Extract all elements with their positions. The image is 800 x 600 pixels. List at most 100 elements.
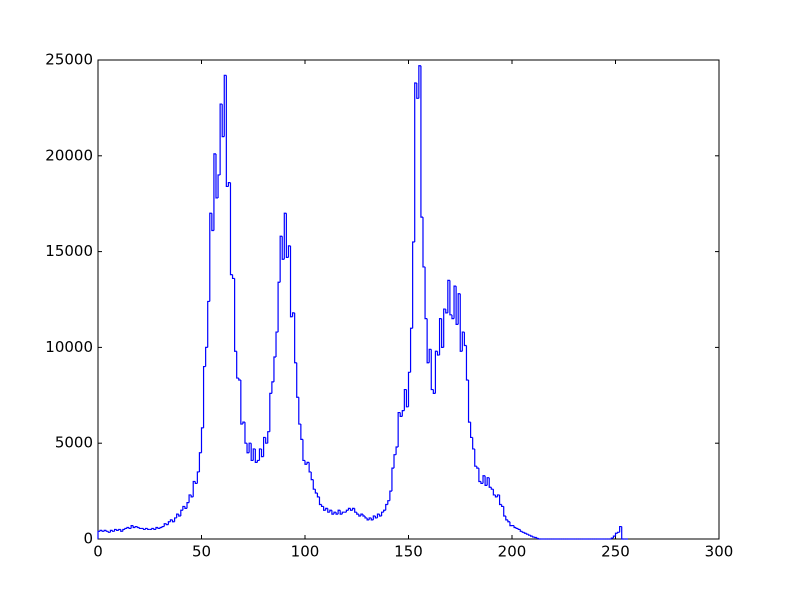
y-tick-label: 25000: [45, 51, 93, 69]
histogram-step: [294, 312, 297, 364]
histogram-step: [341, 511, 345, 515]
histogram-step: [285, 213, 289, 258]
histogram-step: [374, 516, 378, 519]
histogram-step: [306, 461, 310, 465]
histogram-step: [434, 350, 438, 394]
x-tick-label: 300: [705, 543, 734, 561]
histogram-step: [498, 494, 502, 506]
histogram-step: [428, 348, 432, 363]
histogram-step: [455, 286, 459, 326]
histogram-step: [616, 531, 620, 534]
y-tick-label: 0: [83, 530, 93, 548]
histogram-step: [366, 517, 370, 521]
histogram-step: [304, 460, 308, 465]
histogram-step: [157, 527, 161, 530]
histogram-step: [103, 529, 107, 532]
histogram-step: [347, 507, 351, 511]
histogram-step: [523, 532, 527, 534]
histogram-step: [287, 245, 291, 258]
histogram-step: [335, 512, 339, 515]
histogram-step: [244, 422, 248, 444]
histogram-step: [213, 153, 216, 231]
histogram-step: [352, 507, 355, 511]
histogram-step: [240, 379, 243, 425]
histogram-step: [223, 74, 227, 137]
histogram-step: [113, 528, 117, 532]
y-tick-label: 5000: [55, 434, 93, 452]
histogram-step: [169, 519, 173, 522]
histogram-step: [505, 516, 508, 521]
histogram-step: [217, 174, 221, 198]
histogram-step: [503, 506, 506, 517]
x-tick-label: 50: [192, 543, 211, 561]
histogram-step: [167, 521, 171, 525]
histogram-step: [314, 489, 318, 494]
histogram-step: [142, 528, 146, 531]
histogram-step: [465, 345, 469, 381]
histogram-step: [418, 65, 421, 99]
x-tick-label: 250: [601, 543, 630, 561]
histogram-step: [234, 278, 237, 352]
histogram-step: [122, 528, 125, 532]
histogram-step: [105, 530, 109, 532]
histogram-step: [364, 516, 368, 519]
histogram-step: [281, 236, 285, 260]
histogram-step: [436, 351, 440, 356]
histogram-step: [198, 452, 202, 472]
histogram-step: [380, 511, 384, 517]
histogram-step: [407, 371, 411, 407]
histogram-step: [271, 381, 274, 394]
histogram-step: [488, 477, 492, 488]
histogram-step: [320, 504, 324, 508]
histogram-step: [412, 241, 415, 329]
histogram-step: [254, 448, 258, 463]
histogram-step: [470, 422, 473, 439]
histogram-step: [192, 480, 196, 497]
histogram-step: [349, 508, 353, 511]
histogram-step: [492, 489, 496, 496]
histogram-step: [182, 505, 185, 511]
histogram-step: [202, 365, 206, 428]
histogram-step: [118, 528, 121, 531]
histogram-step: [325, 507, 328, 511]
histogram-step: [163, 523, 167, 527]
histogram-step: [256, 459, 260, 463]
histogram-step: [242, 421, 245, 425]
histogram-step: [165, 523, 169, 526]
histogram-step: [395, 446, 399, 455]
histogram-step: [399, 412, 403, 417]
histogram-step: [532, 536, 535, 538]
histogram-step: [153, 528, 156, 531]
histogram-step: [132, 525, 136, 529]
histogram-step: [155, 526, 159, 530]
histogram-step: [327, 508, 330, 513]
histogram-step: [525, 533, 529, 535]
histogram-step: [109, 529, 113, 533]
histogram-step: [231, 274, 235, 280]
histogram-step: [389, 490, 392, 501]
histogram-step: [459, 293, 463, 352]
histogram-step: [416, 82, 419, 99]
histogram-step: [430, 349, 434, 391]
histogram-step: [422, 217, 426, 268]
histogram-step: [494, 494, 498, 498]
x-tick-label: 150: [394, 543, 423, 561]
histogram-step: [441, 318, 444, 348]
histogram-step: [296, 362, 299, 398]
histogram-step: [453, 285, 457, 319]
histogram-step: [302, 439, 305, 462]
histogram-step: [610, 537, 614, 539]
histogram-step: [391, 467, 395, 492]
histogram-step: [521, 531, 525, 533]
histogram-step: [97, 530, 101, 539]
histogram-step: [376, 513, 380, 518]
histogram-step: [215, 153, 219, 199]
histogram-step: [496, 494, 500, 497]
histogram-step: [424, 266, 428, 320]
histogram-step: [393, 454, 397, 469]
x-tick-label: 0: [93, 543, 103, 561]
histogram-step: [354, 508, 357, 513]
histogram-step: [358, 514, 361, 517]
histogram-step: [236, 351, 239, 379]
